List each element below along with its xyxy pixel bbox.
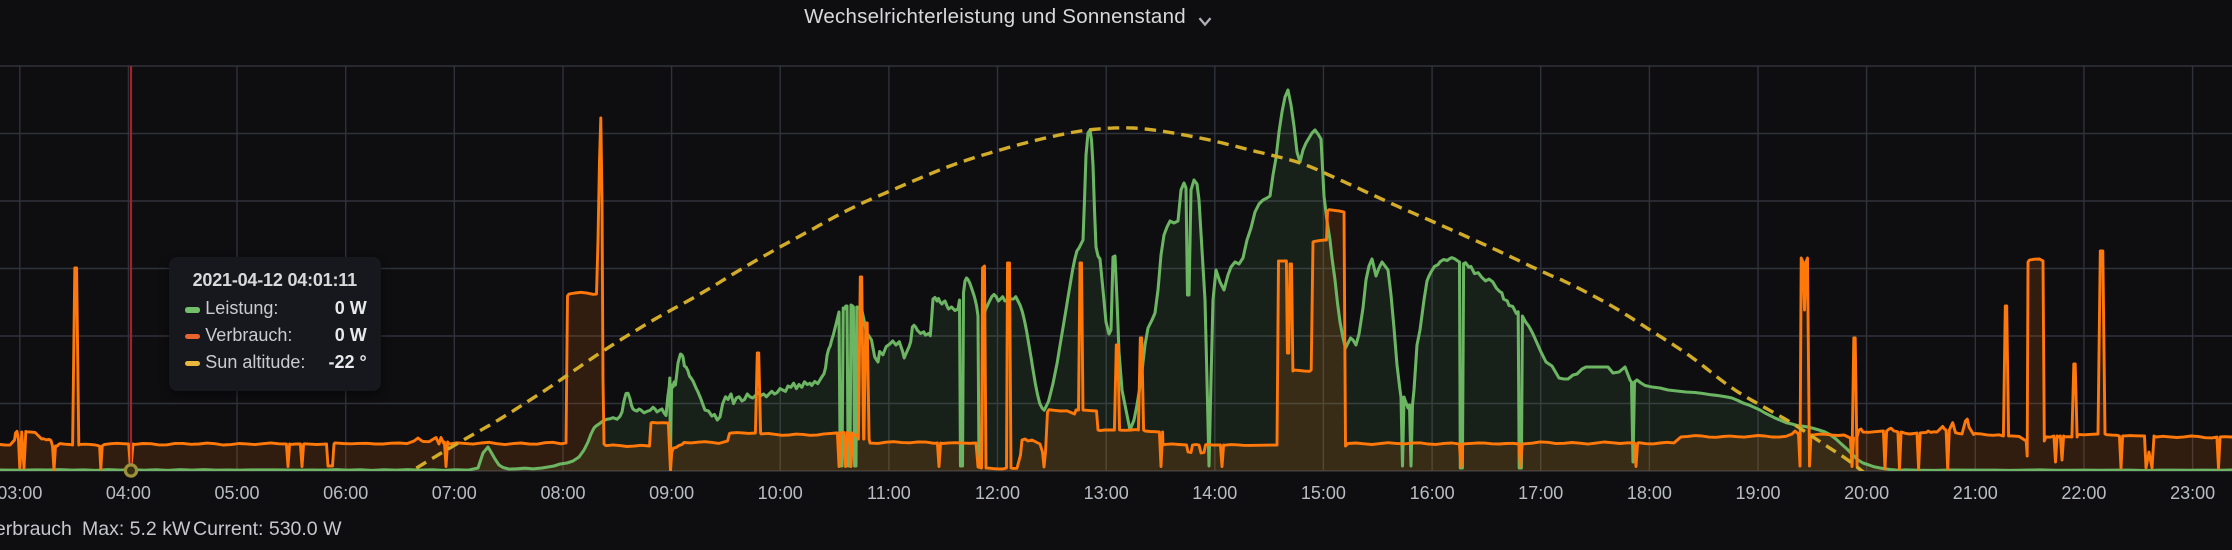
svg-text:05:00: 05:00 — [214, 483, 259, 503]
svg-text:18:00: 18:00 — [1627, 483, 1672, 503]
svg-text:06:00: 06:00 — [323, 483, 368, 503]
svg-text:Current: 530.0 W: Current: 530.0 W — [193, 518, 342, 540]
svg-text:14:00: 14:00 — [1192, 483, 1237, 503]
svg-text:22:00: 22:00 — [2061, 483, 2106, 503]
svg-text:16:00: 16:00 — [1410, 483, 1455, 503]
svg-text:19:00: 19:00 — [1735, 483, 1780, 503]
svg-text:08:00: 08:00 — [540, 483, 585, 503]
svg-text:23:00: 23:00 — [2170, 483, 2215, 503]
svg-text:11:00: 11:00 — [867, 483, 911, 503]
svg-text:21:00: 21:00 — [1953, 483, 1998, 503]
svg-text:03:00: 03:00 — [0, 483, 42, 503]
svg-text:13:00: 13:00 — [1084, 483, 1129, 503]
svg-text:15:00: 15:00 — [1301, 483, 1346, 503]
svg-text:Verbrauch: Verbrauch — [0, 518, 72, 540]
svg-text:17:00: 17:00 — [1518, 483, 1563, 503]
svg-text:04:00: 04:00 — [106, 483, 151, 503]
svg-text:09:00: 09:00 — [649, 483, 694, 503]
svg-text:12:00: 12:00 — [975, 483, 1020, 503]
svg-text:20:00: 20:00 — [1844, 483, 1889, 503]
svg-text:07:00: 07:00 — [432, 483, 477, 503]
svg-text:10:00: 10:00 — [758, 483, 803, 503]
svg-text:Max: 5.2 kW: Max: 5.2 kW — [82, 518, 191, 540]
